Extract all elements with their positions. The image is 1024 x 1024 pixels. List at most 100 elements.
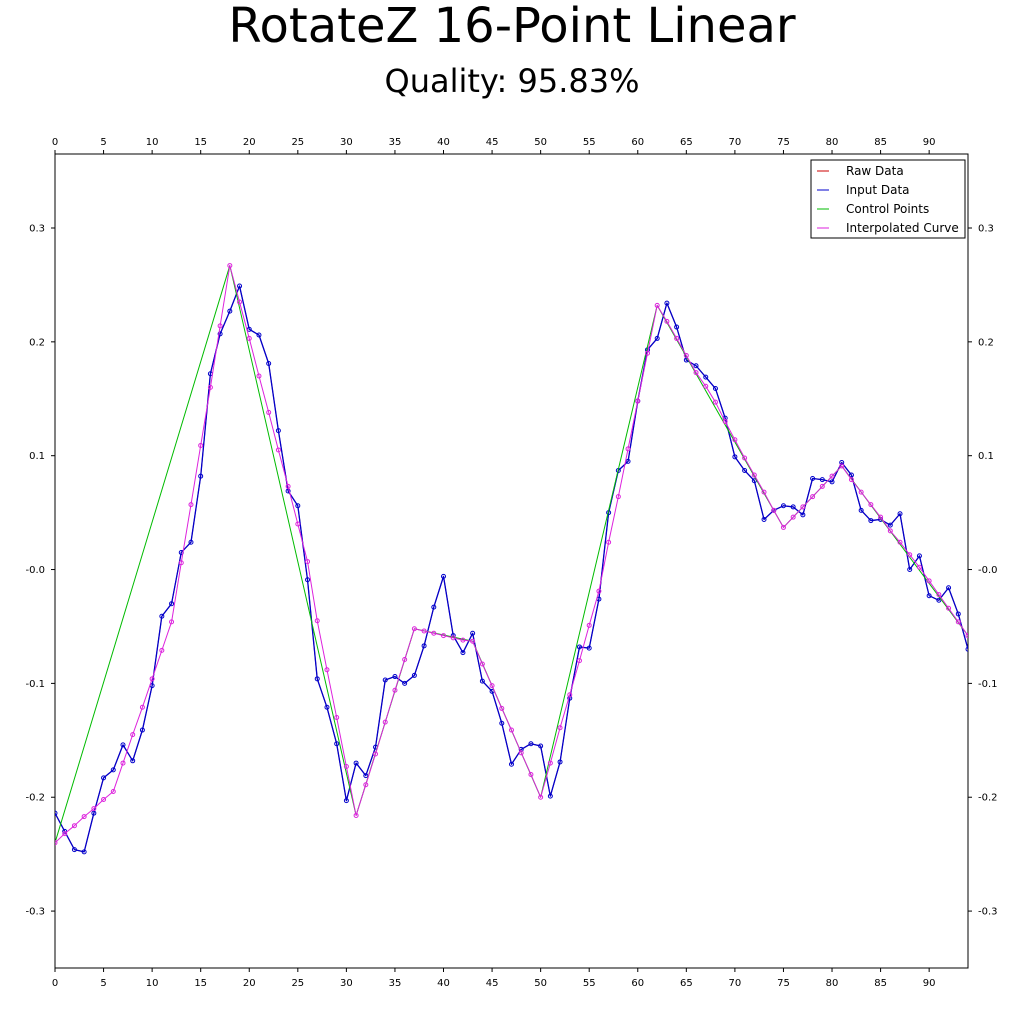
data-point-interpolated-curve [625, 446, 631, 452]
data-point-interpolated-curve [499, 705, 505, 711]
data-point-interpolated-curve [130, 732, 136, 738]
plot-frame [54, 153, 969, 969]
data-point-input-data [188, 539, 194, 545]
data-point-interpolated-curve [266, 409, 272, 415]
data-point-input-data [800, 512, 806, 518]
data-point-interpolated-curve [965, 633, 968, 639]
data-point-input-data [887, 522, 893, 528]
data-point-input-data [285, 488, 291, 494]
y-tick-label-right: -0.3 [978, 907, 998, 918]
data-point-input-data [693, 363, 699, 369]
data-point-interpolated-curve [674, 335, 680, 341]
data-point-input-data [625, 458, 631, 464]
x-tick-label-top: 65 [680, 137, 693, 148]
x-tick-label-bottom: 80 [826, 978, 839, 989]
x-tick-label-bottom: 85 [874, 978, 887, 989]
data-point-input-data [712, 386, 718, 392]
data-point-input-data [946, 585, 952, 591]
data-point-interpolated-curve [431, 630, 437, 636]
data-point-input-data [324, 704, 330, 710]
data-point-interpolated-curve [275, 447, 281, 453]
data-point-input-data [664, 300, 670, 306]
data-point-interpolated-curve [955, 619, 961, 625]
data-point-input-data [81, 849, 87, 855]
data-point-input-data [538, 743, 544, 749]
series-line-input-data [55, 285, 968, 853]
data-point-input-data [926, 593, 932, 599]
data-point-interpolated-curve [547, 760, 553, 766]
data-point-interpolated-curve [615, 494, 621, 500]
data-point-interpolated-curve [62, 831, 68, 837]
x-tick-label-top: 15 [194, 137, 207, 148]
data-point-input-data [305, 577, 311, 583]
data-point-input-data [198, 473, 204, 479]
x-tick-label-top: 55 [583, 137, 596, 148]
x-tick-label-bottom: 75 [777, 978, 790, 989]
data-point-interpolated-curve [256, 373, 262, 379]
x-tick-label-top: 40 [437, 137, 450, 148]
data-point-interpolated-curve [421, 628, 427, 634]
chart-subtitle: Quality: 95.83% [384, 62, 640, 100]
legend-label: Raw Data [846, 164, 904, 178]
series-line-raw-data [55, 285, 968, 853]
data-point-input-data [654, 335, 660, 341]
data-point-input-data [509, 761, 514, 767]
x-tick-label-top: 0 [52, 137, 58, 148]
x-tick-label-top: 10 [146, 137, 159, 148]
data-point-interpolated-curve [373, 751, 379, 757]
data-point-input-data [275, 428, 281, 434]
y-tick-label-right: -0.0 [978, 565, 998, 576]
data-point-input-data [101, 775, 107, 781]
data-point-input-data [159, 613, 165, 619]
data-point-interpolated-curve [926, 578, 932, 584]
x-tick-label-bottom: 70 [729, 978, 742, 989]
data-point-input-data [169, 601, 175, 607]
x-tick-label-bottom: 10 [146, 978, 159, 989]
y-tick-label-left: -0.1 [25, 679, 45, 690]
data-point-input-data [421, 643, 427, 649]
data-point-input-data [55, 810, 58, 816]
data-point-input-data [314, 676, 320, 682]
series-control-points [55, 265, 968, 843]
x-tick-label-bottom: 65 [680, 978, 693, 989]
data-point-input-data [819, 477, 825, 483]
data-point-interpolated-curve [868, 502, 874, 508]
data-point-input-data [965, 646, 968, 652]
data-point-interpolated-curve [742, 455, 748, 461]
data-point-input-data [732, 454, 738, 460]
y-tick-label-right: 0.3 [978, 224, 994, 235]
data-point-interpolated-curve [169, 619, 175, 625]
data-point-input-data [586, 645, 592, 651]
data-point-interpolated-curve [518, 750, 524, 756]
x-tick-label-top: 90 [923, 137, 936, 148]
y-tick-label-right: -0.1 [978, 679, 998, 690]
data-point-interpolated-curve [751, 472, 757, 478]
data-point-input-data [499, 720, 505, 726]
data-point-interpolated-curve [392, 687, 398, 693]
legend-label: Interpolated Curve [846, 221, 959, 235]
data-point-interpolated-curve [829, 473, 835, 479]
series-line-interpolated-curve [55, 265, 968, 844]
axis-ticks: 0055101015152020252530303535404045455050… [25, 137, 997, 989]
x-tick-label-top: 20 [243, 137, 256, 148]
data-point-input-data [703, 374, 709, 380]
data-point-interpolated-curve [644, 350, 650, 356]
data-point-interpolated-curve [790, 514, 796, 520]
x-tick-label-top: 35 [389, 137, 402, 148]
data-point-input-data [431, 604, 437, 610]
data-point-interpolated-curve [810, 494, 816, 500]
series-raw-data [55, 285, 968, 853]
legend: Raw Data Input Data Control Points Interpol… [810, 159, 966, 239]
data-point-input-data [479, 678, 485, 684]
data-point-interpolated-curve [509, 727, 514, 733]
data-point-interpolated-curve [382, 719, 388, 725]
y-tick-label-left: 0.3 [29, 224, 45, 235]
data-point-interpolated-curve [567, 692, 573, 698]
data-point-interpolated-curve [207, 384, 213, 390]
data-point-interpolated-curve [839, 463, 845, 469]
data-point-input-data [334, 741, 340, 747]
data-point-input-data [790, 504, 796, 510]
x-tick-label-bottom: 50 [534, 978, 547, 989]
x-tick-label-top: 70 [729, 137, 742, 148]
x-tick-label-top: 25 [291, 137, 304, 148]
